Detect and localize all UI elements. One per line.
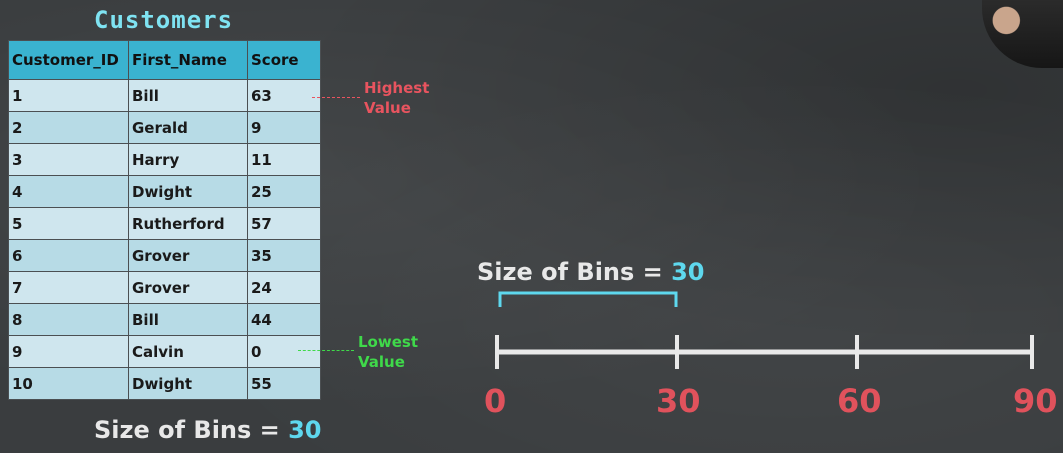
axis-tick-label-30: 30	[656, 382, 701, 420]
table-row: 4 Dwight 25	[8, 175, 321, 208]
cell-customer-id: 4	[8, 175, 129, 208]
cell-score: 44	[247, 303, 321, 336]
cell-first-name: Rutherford	[128, 207, 248, 240]
customers-table: Customer_ID First_Name Score 1 Bill 63 2 Ge…	[8, 40, 321, 400]
table-row: 5 Rutherford 57	[8, 207, 321, 240]
cell-customer-id: 3	[8, 143, 129, 176]
bin-bracket	[498, 291, 678, 307]
cell-score: 11	[247, 143, 321, 176]
table-row: 7 Grover 24	[8, 271, 321, 304]
table-title: Customers	[94, 6, 234, 34]
table-row: 10 Dwight 55	[8, 367, 321, 400]
cell-first-name: Calvin	[128, 335, 248, 368]
axis-tick-label-90: 90	[1013, 382, 1058, 420]
bin-size-value: 30	[671, 258, 705, 286]
cell-customer-id: 10	[8, 367, 129, 400]
cell-customer-id: 2	[8, 111, 129, 144]
cell-customer-id: 6	[8, 239, 129, 272]
table-row: 3 Harry 11	[8, 143, 321, 176]
cell-first-name: Dwight	[128, 367, 248, 400]
axis-tick-label-60: 60	[837, 382, 882, 420]
highest-value-annotation: Highest Value	[364, 79, 430, 117]
cell-first-name: Gerald	[128, 111, 248, 144]
axis-tick-label-0: 0	[484, 382, 507, 420]
bin-size-label: Size of Bins =	[94, 416, 289, 444]
cell-score: 25	[247, 175, 321, 208]
bin-size-value: 30	[288, 416, 322, 444]
cell-first-name: Dwight	[128, 175, 248, 208]
cell-score: 9	[247, 111, 321, 144]
highest-value-connector	[312, 97, 360, 98]
lowest-value-annotation: Lowest Value	[358, 333, 418, 371]
cell-first-name: Grover	[128, 239, 248, 272]
cell-score: 35	[247, 239, 321, 272]
cell-score: 0	[247, 335, 321, 368]
cell-first-name: Grover	[128, 271, 248, 304]
cell-customer-id: 8	[8, 303, 129, 336]
cell-customer-id: 5	[8, 207, 129, 240]
cell-customer-id: 7	[8, 271, 129, 304]
cell-customer-id: 9	[8, 335, 129, 368]
column-header-score: Score	[247, 40, 321, 80]
cell-first-name: Bill	[128, 79, 248, 112]
cell-score: 63	[247, 79, 321, 112]
table-row: 2 Gerald 9	[8, 111, 321, 144]
cell-score: 57	[247, 207, 321, 240]
table-row: 1 Bill 63	[8, 79, 321, 112]
presenter-webcam	[982, 0, 1063, 68]
bin-size-caption-axis: Size of Bins = 30	[477, 258, 705, 286]
cell-score: 55	[247, 367, 321, 400]
bin-size-label: Size of Bins =	[477, 258, 672, 286]
column-header-customer-id: Customer_ID	[8, 40, 129, 80]
cell-first-name: Harry	[128, 143, 248, 176]
table-header-row: Customer_ID First_Name Score	[8, 40, 321, 80]
table-row: 8 Bill 44	[8, 303, 321, 336]
table-row: 6 Grover 35	[8, 239, 321, 272]
lowest-value-connector	[298, 350, 354, 351]
cell-first-name: Bill	[128, 303, 248, 336]
table-row: 9 Calvin 0	[8, 335, 321, 368]
cell-score: 24	[247, 271, 321, 304]
bin-number-line	[495, 291, 1034, 369]
column-header-first-name: First_Name	[128, 40, 248, 80]
cell-customer-id: 1	[8, 79, 129, 112]
bin-size-caption-bottom: Size of Bins = 30	[94, 416, 322, 444]
